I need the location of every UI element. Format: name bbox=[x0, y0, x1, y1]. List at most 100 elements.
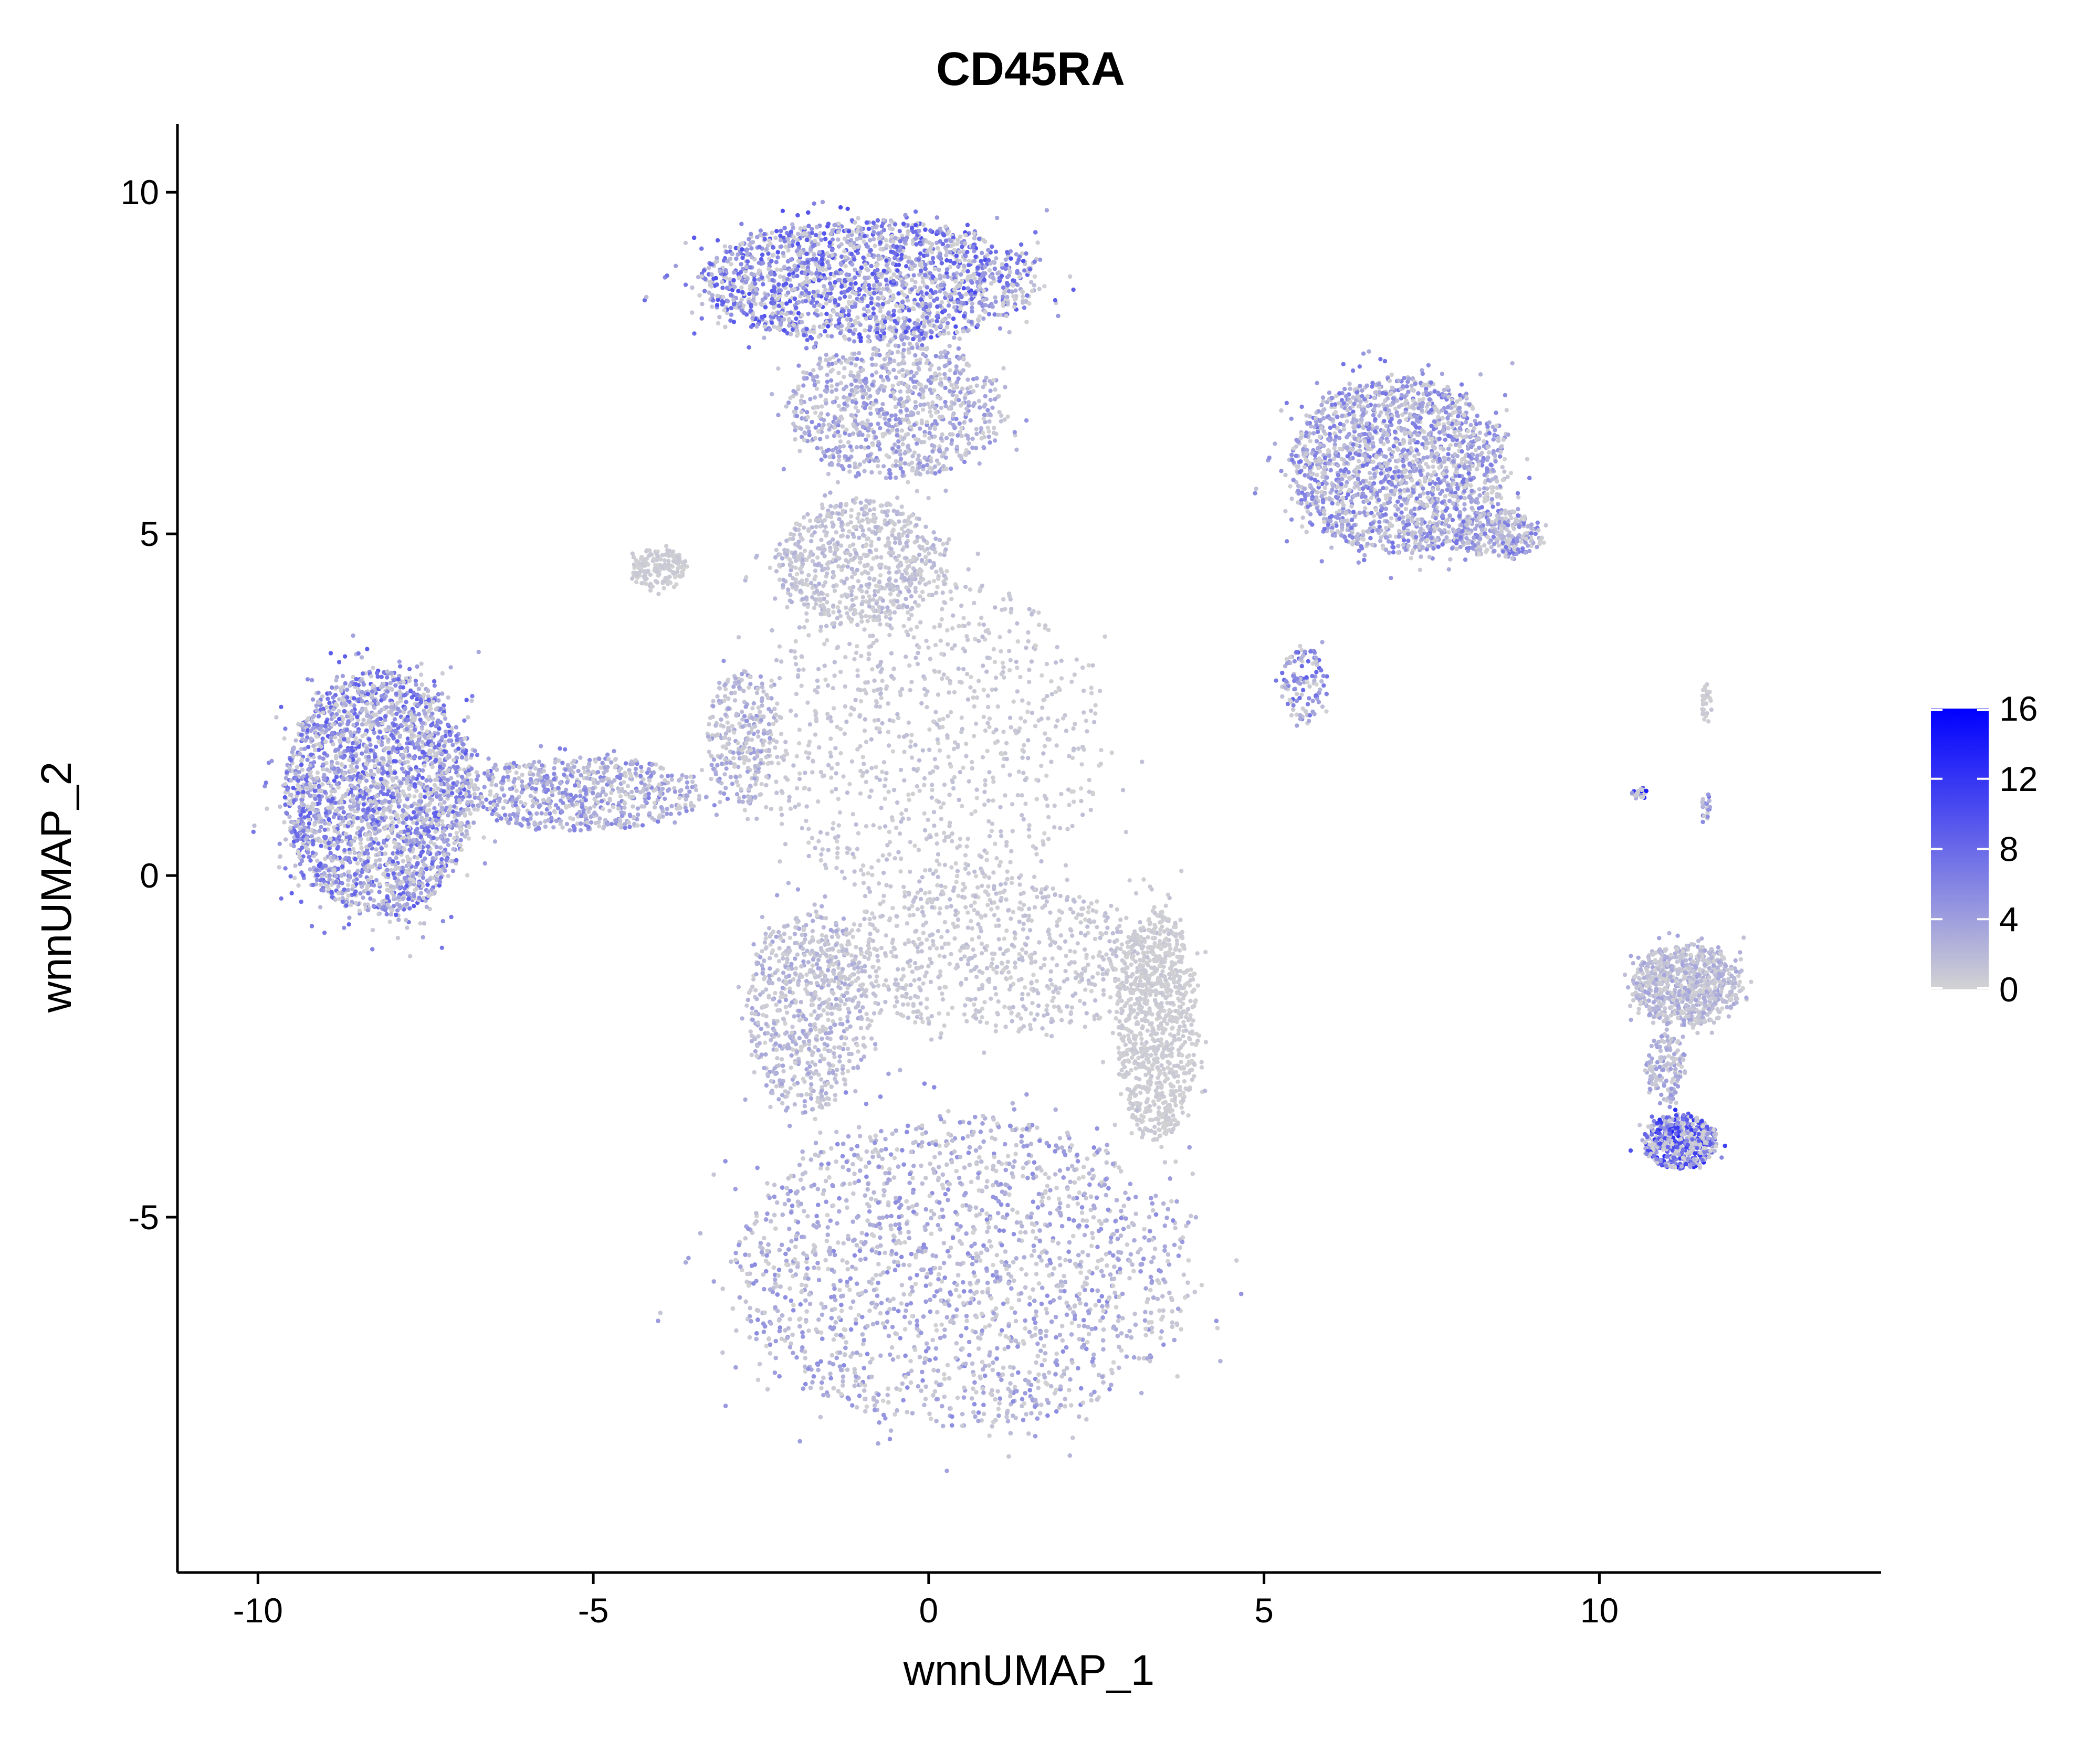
cell-point bbox=[492, 794, 497, 799]
cell-point bbox=[372, 772, 376, 777]
cell-point bbox=[309, 785, 313, 789]
cell-point bbox=[315, 873, 320, 878]
cell-point bbox=[296, 883, 301, 888]
cell-point bbox=[530, 798, 535, 804]
cell-point bbox=[911, 273, 916, 278]
cell-point bbox=[305, 757, 310, 762]
cell-point bbox=[397, 798, 403, 803]
cell-point bbox=[341, 716, 345, 721]
cell-point bbox=[528, 794, 533, 798]
cell-point bbox=[812, 252, 816, 257]
cell-point bbox=[372, 883, 376, 888]
cell-point bbox=[446, 873, 450, 879]
cell-point bbox=[308, 793, 312, 798]
cell-point bbox=[458, 843, 463, 848]
cell-point bbox=[492, 839, 498, 844]
cell-point bbox=[506, 774, 510, 779]
cell-point bbox=[463, 736, 467, 741]
cell-point bbox=[416, 687, 422, 691]
cell-point bbox=[688, 774, 693, 779]
cell-point bbox=[652, 800, 657, 805]
cell-point bbox=[342, 887, 346, 892]
cell-point bbox=[314, 734, 319, 739]
cell-point bbox=[265, 806, 269, 811]
cell-point bbox=[422, 862, 426, 867]
cell-point bbox=[385, 669, 390, 674]
cell-point bbox=[387, 806, 392, 810]
cell-point bbox=[539, 811, 544, 816]
cell-point bbox=[465, 873, 470, 878]
cell-point bbox=[296, 790, 300, 796]
cell-point bbox=[403, 793, 407, 798]
cell-point bbox=[342, 925, 346, 931]
cell-point bbox=[525, 817, 530, 822]
cell-point bbox=[432, 783, 437, 787]
cell-point bbox=[422, 823, 427, 828]
cell-point bbox=[360, 671, 365, 676]
cell-point bbox=[725, 796, 730, 801]
cell-point bbox=[586, 825, 591, 830]
cell-point bbox=[459, 826, 464, 831]
cell-point bbox=[337, 660, 342, 664]
cell-point bbox=[340, 673, 345, 679]
cell-point bbox=[299, 819, 304, 824]
cell-point bbox=[553, 760, 558, 765]
cell-point bbox=[338, 722, 342, 727]
cell-point bbox=[359, 678, 363, 683]
cell-point bbox=[408, 843, 414, 848]
cell-point bbox=[300, 737, 305, 742]
cell-point bbox=[384, 912, 389, 917]
cell-point bbox=[429, 892, 434, 896]
cell-point bbox=[310, 678, 314, 683]
cell-point bbox=[439, 751, 445, 756]
cell-point bbox=[421, 721, 426, 726]
cell-point bbox=[517, 776, 521, 780]
cell-point bbox=[635, 823, 640, 828]
cell-point bbox=[418, 672, 424, 677]
cell-point bbox=[514, 771, 519, 775]
cell-point bbox=[401, 859, 405, 863]
cell-point bbox=[381, 785, 385, 790]
cell-point bbox=[361, 682, 366, 687]
cell-point bbox=[293, 772, 298, 776]
cell-point bbox=[455, 765, 460, 769]
cell-point bbox=[633, 771, 638, 776]
cell-point bbox=[387, 920, 392, 924]
cell-point bbox=[469, 766, 474, 771]
cell-point bbox=[690, 779, 695, 784]
cell-point bbox=[323, 724, 328, 729]
cell-point bbox=[431, 836, 436, 840]
cell-point bbox=[611, 805, 616, 809]
cell-point bbox=[327, 709, 332, 714]
cell-point bbox=[317, 726, 322, 731]
cell-point bbox=[364, 778, 369, 783]
cell-point bbox=[252, 823, 257, 828]
cell-point bbox=[323, 857, 328, 861]
cell-point bbox=[663, 796, 667, 801]
cell-point bbox=[750, 240, 755, 245]
cell-point bbox=[710, 293, 715, 298]
cell-point bbox=[873, 314, 878, 319]
cell-point bbox=[816, 242, 821, 247]
cell-point bbox=[646, 792, 651, 796]
cell-point bbox=[463, 751, 468, 756]
cell-point bbox=[685, 780, 690, 785]
cell-point bbox=[397, 872, 402, 877]
cell-point bbox=[943, 238, 949, 243]
cell-point bbox=[438, 835, 443, 840]
cell-point bbox=[869, 296, 874, 301]
cell-point bbox=[300, 809, 305, 814]
cell-point bbox=[352, 774, 356, 779]
cell-point bbox=[383, 714, 388, 719]
cell-point bbox=[665, 811, 669, 816]
cell-point bbox=[623, 826, 627, 830]
cell-point bbox=[340, 763, 345, 768]
cell-point bbox=[609, 790, 614, 795]
cell-point bbox=[863, 328, 867, 333]
cell-point bbox=[355, 816, 360, 821]
cell-point bbox=[374, 794, 380, 799]
cell-point bbox=[490, 811, 495, 817]
cell-point bbox=[633, 758, 638, 763]
cell-point bbox=[395, 815, 400, 820]
cell-point bbox=[494, 783, 499, 788]
